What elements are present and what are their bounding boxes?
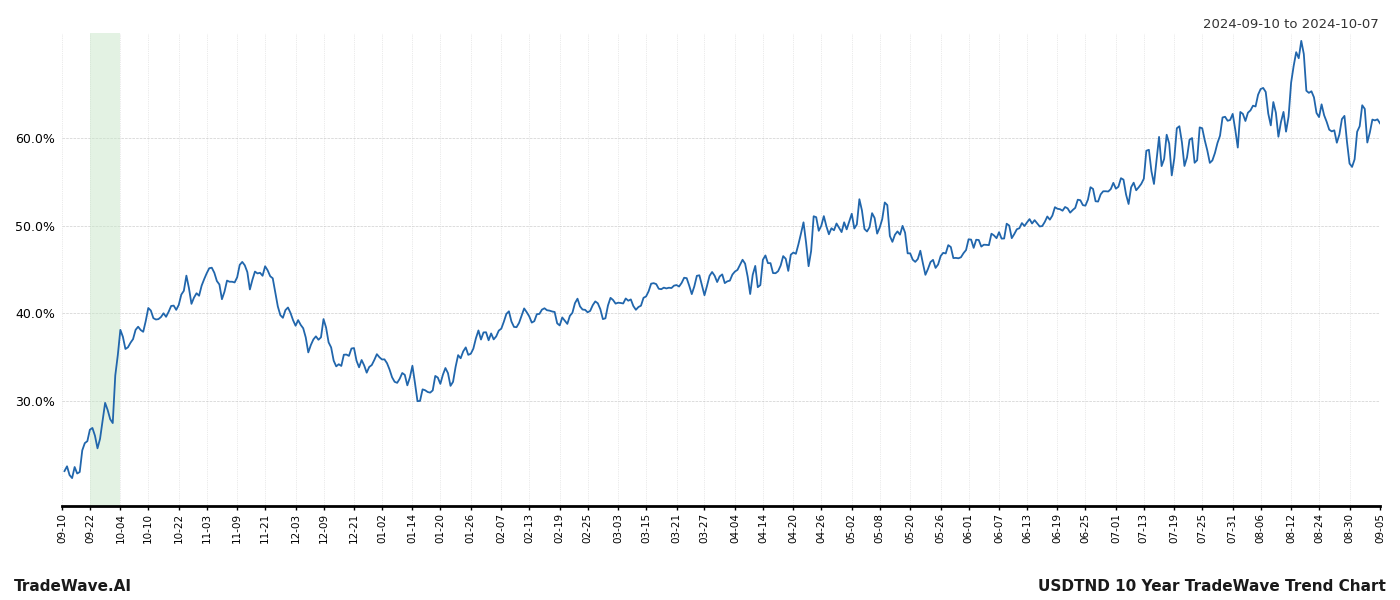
Text: USDTND 10 Year TradeWave Trend Chart: USDTND 10 Year TradeWave Trend Chart (1039, 579, 1386, 594)
Bar (90, 33, 120, 506)
Text: TradeWave.AI: TradeWave.AI (14, 579, 132, 594)
Text: 2024-09-10 to 2024-10-07: 2024-09-10 to 2024-10-07 (1203, 18, 1379, 31)
